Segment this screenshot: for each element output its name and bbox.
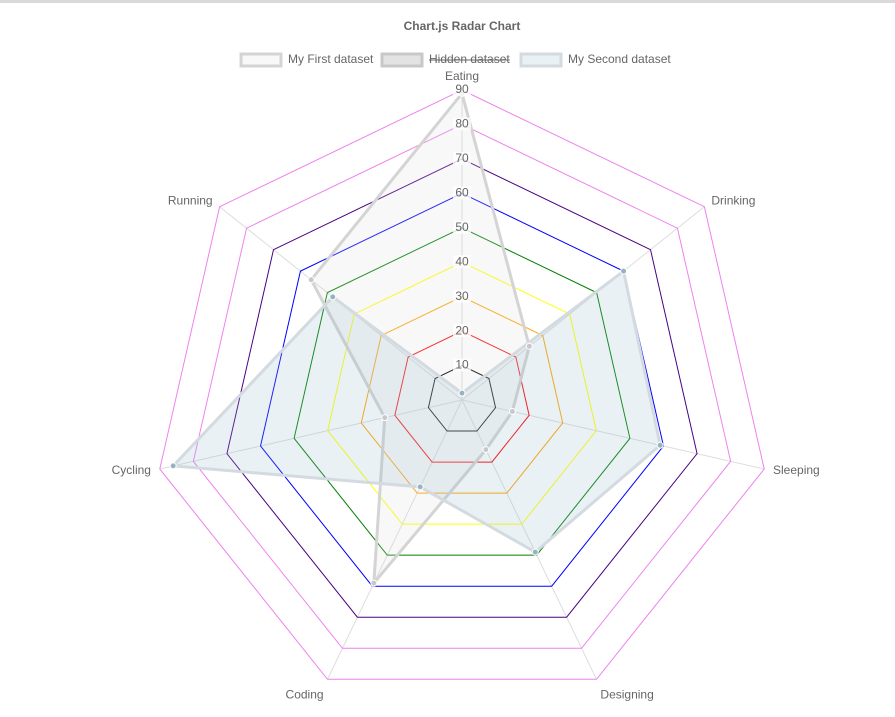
tick-label: 90 <box>455 82 469 96</box>
legend-label: My First dataset <box>288 52 374 66</box>
dataset-area <box>309 90 531 588</box>
point-label: Drinking <box>711 193 755 207</box>
dataset-area <box>169 268 662 554</box>
tick-label: 40 <box>455 254 469 268</box>
tick-backdrop <box>453 324 471 338</box>
tick-label: 70 <box>455 151 469 165</box>
tick-backdrop <box>453 255 471 269</box>
data-point <box>307 276 315 284</box>
point-label: Cycling <box>112 463 151 477</box>
grid-line <box>394 330 530 463</box>
data-point <box>370 579 378 587</box>
tick-backdrop <box>453 220 471 234</box>
legend-swatch <box>519 52 563 68</box>
point-label: Sleeping <box>773 463 820 477</box>
grid-line <box>427 365 497 432</box>
tick-backdrop <box>453 358 471 372</box>
legend-swatch <box>380 52 424 68</box>
tick-backdrop <box>453 289 471 303</box>
tick-backdrop <box>453 117 471 131</box>
tick-backdrop <box>453 186 471 200</box>
tick-label: 10 <box>455 358 469 372</box>
angle-line <box>327 399 463 680</box>
data-point <box>525 342 533 350</box>
data-point <box>508 407 516 415</box>
data-point <box>482 446 490 454</box>
tick-label: 20 <box>455 323 469 337</box>
point-label: Eating <box>445 69 479 83</box>
tick-label: 60 <box>455 186 469 200</box>
tick-label: 80 <box>455 117 469 131</box>
angle-line <box>159 399 463 470</box>
point-label: Coding <box>286 688 324 702</box>
tick-backdrop <box>453 83 471 96</box>
legend-label: Hidden dataset <box>429 52 510 66</box>
data-point <box>329 293 337 301</box>
data-point <box>458 389 466 397</box>
grid-line <box>327 261 597 525</box>
grid-line <box>293 227 631 556</box>
tick-label: 30 <box>455 289 469 303</box>
legend-label: My Second dataset <box>568 52 671 66</box>
point-label: Running <box>168 193 213 207</box>
data-point <box>169 462 177 470</box>
tick-label: 50 <box>455 220 469 234</box>
grid-line <box>226 158 698 618</box>
data-point <box>531 548 539 556</box>
legend-swatch <box>239 52 283 68</box>
data-point <box>416 483 424 491</box>
grid-line <box>192 123 732 649</box>
point-label: Designing <box>600 688 653 702</box>
chart-title: Chart.js Radar Chart <box>404 19 521 33</box>
data-point <box>620 267 628 275</box>
data-point <box>381 414 389 422</box>
data-point <box>656 441 664 449</box>
grid-line <box>159 89 765 680</box>
grid-line <box>360 296 564 494</box>
tick-backdrop <box>453 151 471 165</box>
top-bar <box>0 0 895 3</box>
